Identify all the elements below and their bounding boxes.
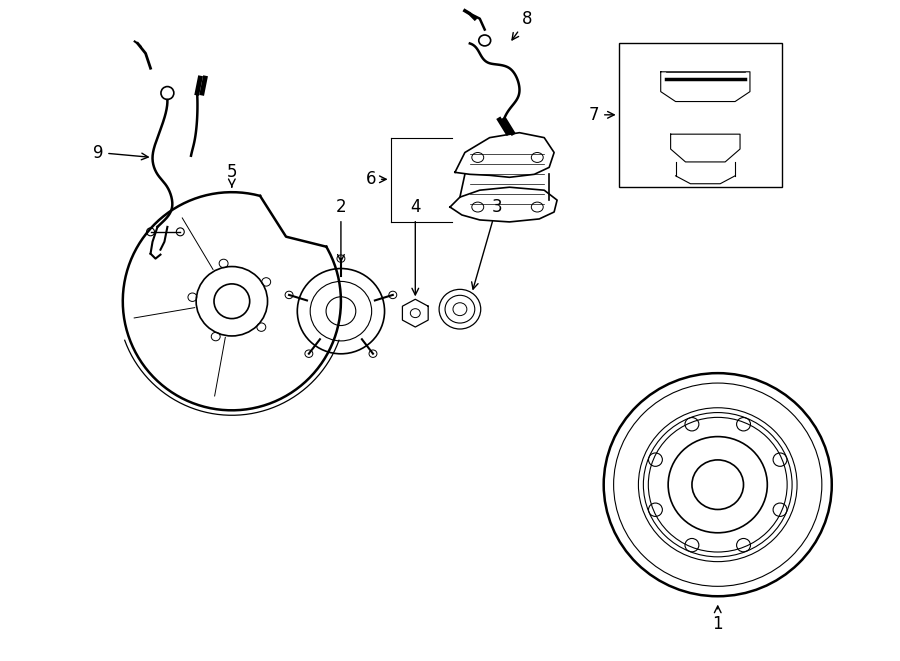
Text: 2: 2: [336, 198, 346, 261]
Text: 1: 1: [713, 606, 723, 633]
Text: 7: 7: [589, 106, 614, 124]
Text: 4: 4: [410, 198, 420, 295]
Text: 3: 3: [472, 198, 502, 289]
Text: 9: 9: [93, 143, 148, 161]
Text: 8: 8: [512, 10, 533, 40]
Text: 5: 5: [227, 163, 237, 187]
Text: 6: 6: [365, 171, 386, 188]
Bar: [618, 44, 782, 187]
